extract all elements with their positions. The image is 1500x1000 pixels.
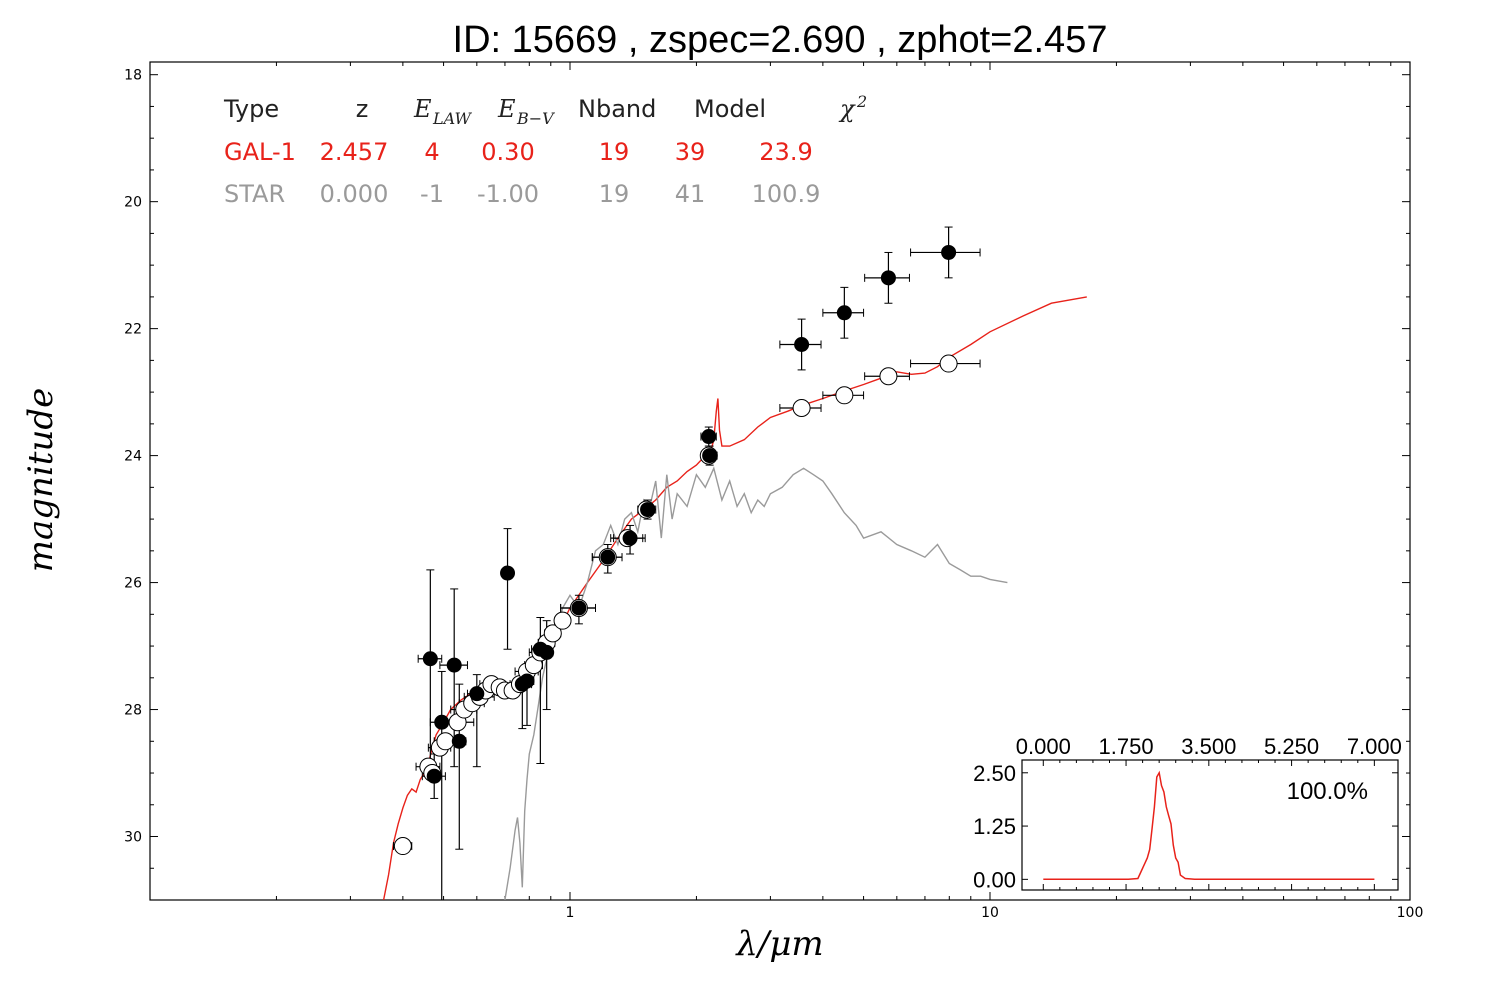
observed-point [941,244,957,260]
inset-y-tick-label: 0.00 [973,867,1016,892]
legend-row-nband: 19 [599,138,630,166]
legend-row-elaw: 4 [424,138,439,166]
inset-x-tick-label: 1.750 [1099,734,1154,759]
y-tick-label: 24 [124,449,142,465]
y-tick-label: 26 [124,576,142,592]
observed-point [794,337,810,353]
inset-pdf-line [1043,770,1375,881]
observed-point [500,565,516,581]
inset-x-tick-label: 5.250 [1264,734,1319,759]
x-tick-label: 100 [1397,905,1424,921]
y-axis-label: magnitude [21,388,61,573]
legend-row-model: 39 [675,138,706,166]
model-point [792,398,811,417]
inset-frame [1021,759,1399,891]
header-ebv: E [497,95,516,123]
legend-row-z: 0.000 [320,180,389,208]
plot-frame [149,61,1411,901]
y-tick-label: 20 [124,195,142,211]
y-tick-label: 30 [124,830,142,846]
model-point [939,354,958,373]
model-point [879,367,898,386]
model-point [553,611,572,630]
header-z: z [356,95,369,123]
observed-point [836,305,852,321]
data-layer [382,226,1087,900]
x-tick-label: 1 [566,905,575,921]
inset-x-tick-label: 3.500 [1181,734,1236,759]
observed-point [701,429,717,445]
legend-row-type: GAL-1 [224,138,296,166]
legend-row-ebv: 0.30 [481,138,534,166]
observed-point [426,768,442,784]
observed-point [451,733,467,749]
inset-y-tick-label: 2.50 [973,761,1016,786]
observed-point [702,448,718,464]
header-elaw: E [413,95,432,123]
legend-row-nband: 19 [599,180,630,208]
x-axis-label: λ/μm [734,924,823,964]
header-ebv-sub: B−V [516,109,555,128]
x-tick-label: 10 [981,905,999,921]
y-tick-label: 22 [124,322,142,338]
photo-z-pdf-inset: 0.000 1.750 3.500 5.250 7.000 0.00 1.25 2.50 100… [973,734,1402,892]
y-tick-label: 28 [124,703,142,719]
y-tick-label: 18 [124,68,142,84]
header-type: Type [223,95,279,123]
observed-point [622,530,638,546]
header-chi2: χ [838,95,856,123]
inset-x-tick-label: 7.000 [1347,734,1402,759]
observed-point [571,600,587,616]
observed-point [469,686,485,702]
legend-row-model: 41 [675,180,706,208]
header-chi2-sup: 2 [856,92,867,111]
inset-y-tick-label: 1.25 [973,814,1016,839]
galaxy-template-line [382,296,1087,900]
star-template-line [504,466,1008,900]
inset-percent-label: 100.0% [1287,778,1368,805]
observed-point [422,651,438,667]
observed-point [519,673,535,689]
model-point [436,732,455,751]
header-model: Model [694,95,766,123]
observed-point [446,657,462,673]
chart-title: ID: 15669 , zspec=2.690 , zphot=2.457 [453,19,1108,61]
header-nband: Nband [578,95,656,123]
inset-x-tick-label: 0.000 [1016,734,1071,759]
model-point [393,837,412,856]
observed-point [640,502,656,518]
model-point [835,386,854,405]
model-point [543,624,562,643]
legend-row-z: 2.457 [320,138,389,166]
legend-row-ebv: -1.00 [477,180,539,208]
legend-row-chi2: 100.9 [752,180,821,208]
legend-row-chi2: 23.9 [759,138,812,166]
legend-row-elaw: -1 [420,180,444,208]
observed-point [434,714,450,730]
observed-point [880,270,896,286]
legend-row-type: STAR [224,180,285,208]
header-elaw-sub: LAW [432,109,473,128]
observed-point [600,549,616,565]
observed-point [539,644,555,660]
